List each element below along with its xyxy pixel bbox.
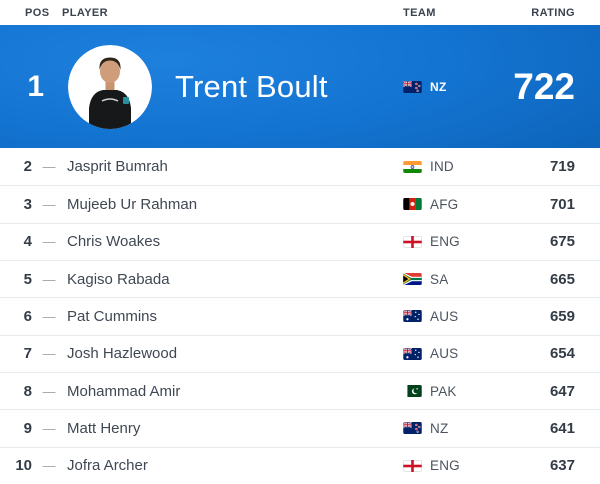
player-avatar bbox=[68, 44, 152, 129]
team-cell: NZ bbox=[403, 421, 503, 436]
flag-sa-icon bbox=[403, 273, 422, 286]
trend-dash-icon: — bbox=[42, 234, 56, 250]
player-name: Pat Cummins bbox=[67, 307, 158, 325]
header-team: TEAM bbox=[403, 6, 436, 19]
player-rating: 701 bbox=[549, 195, 575, 213]
team-cell: ENG bbox=[403, 458, 503, 473]
player-rating: 719 bbox=[549, 158, 575, 176]
flag-afg-icon bbox=[403, 198, 422, 211]
position-number: 8 bbox=[23, 382, 32, 400]
table-header: POS PLAYER TEAM RATING bbox=[0, 0, 600, 25]
header-pos: POS bbox=[25, 6, 50, 19]
flag-aus-icon bbox=[403, 347, 422, 360]
position-number: 7 bbox=[23, 345, 32, 363]
position-number: 3 bbox=[23, 195, 32, 213]
trend-dash-icon: — bbox=[42, 271, 56, 287]
team-code: PAK bbox=[430, 383, 457, 399]
header-rating: RATING bbox=[531, 6, 575, 19]
player-rating: 637 bbox=[549, 457, 575, 475]
team-code: AUS bbox=[430, 308, 459, 324]
player-rating: 665 bbox=[549, 270, 575, 288]
ranking-row[interactable]: 3 — Mujeeb Ur Rahman AFG 701 bbox=[0, 185, 600, 223]
trend-dash-icon: — bbox=[42, 308, 56, 324]
player-name: Kagiso Rabada bbox=[67, 270, 170, 288]
ranking-row[interactable]: 2 — Jasprit Bumrah IND 719 bbox=[0, 148, 600, 186]
team-cell: AUS bbox=[403, 346, 503, 361]
position-number: 2 bbox=[23, 158, 32, 176]
flag-eng-icon bbox=[403, 235, 422, 248]
ranking-row[interactable]: 4 — Chris Woakes ENG 675 bbox=[0, 222, 600, 260]
team-code: SA bbox=[430, 271, 449, 287]
header-player: PLAYER bbox=[62, 6, 109, 19]
ranking-row[interactable]: 10 — Jofra Archer ENG 637 bbox=[0, 446, 600, 484]
featured-player-row[interactable]: 1 Trent Boult NZ 722 bbox=[0, 25, 600, 148]
team-code: IND bbox=[430, 159, 454, 175]
team-code: ENG bbox=[430, 458, 460, 474]
ranking-row[interactable]: 9 — Matt Henry NZ 641 bbox=[0, 409, 600, 447]
player-name: Jasprit Bumrah bbox=[67, 158, 168, 176]
player-name: Matt Henry bbox=[67, 419, 141, 437]
player-rating: 675 bbox=[549, 233, 575, 251]
team-cell: AUS bbox=[403, 309, 503, 324]
trend-dash-icon: — bbox=[42, 196, 56, 212]
flag-aus-icon bbox=[403, 310, 422, 323]
trend-dash-icon: — bbox=[42, 159, 56, 175]
trend-dash-icon: — bbox=[42, 458, 56, 474]
player-name: Mujeeb Ur Rahman bbox=[67, 195, 198, 213]
player-rating: 647 bbox=[549, 382, 575, 400]
position-number: 1 bbox=[27, 69, 44, 103]
team-cell: IND bbox=[403, 159, 503, 174]
player-rating: 654 bbox=[549, 345, 575, 363]
position-number: 10 bbox=[15, 457, 32, 475]
ranking-row[interactable]: 7 — Josh Hazlewood AUS 654 bbox=[0, 334, 600, 372]
ranking-row[interactable]: 8 — Mohammad Amir PAK 647 bbox=[0, 371, 600, 410]
team-cell: AFG bbox=[403, 197, 503, 212]
player-name: Chris Woakes bbox=[67, 233, 161, 251]
position-number: 9 bbox=[23, 419, 32, 437]
flag-pak-icon bbox=[403, 385, 422, 398]
player-name: Trent Boult bbox=[175, 68, 328, 104]
flag-nz-icon bbox=[403, 80, 422, 93]
trend-dash-icon: — bbox=[42, 420, 56, 436]
team-cell: SA bbox=[403, 272, 503, 287]
player-rating: 641 bbox=[549, 419, 575, 437]
team-cell: ENG bbox=[403, 234, 503, 249]
team-cell: PAK bbox=[403, 384, 503, 399]
team-code: ENG bbox=[430, 234, 460, 250]
flag-eng-icon bbox=[403, 459, 422, 472]
ranking-row[interactable]: 6 — Pat Cummins AUS 659 bbox=[0, 297, 600, 335]
ranking-rows: 2 — Jasprit Bumrah IND 719 3 — Mujeeb Ur… bbox=[0, 148, 600, 484]
flag-ind-icon bbox=[403, 160, 422, 173]
position-number: 4 bbox=[23, 233, 32, 251]
flag-nz-icon bbox=[403, 422, 422, 435]
team-code: AFG bbox=[430, 196, 459, 212]
player-name: Josh Hazlewood bbox=[67, 345, 178, 363]
player-name: Mohammad Amir bbox=[67, 382, 181, 400]
player-rating: 722 bbox=[513, 65, 575, 107]
player-name: Jofra Archer bbox=[67, 457, 148, 475]
team-code: AUS bbox=[430, 346, 459, 362]
ranking-row[interactable]: 5 — Kagiso Rabada SA 665 bbox=[0, 259, 600, 298]
team-code: NZ bbox=[430, 420, 449, 436]
player-rating: 659 bbox=[549, 307, 575, 325]
team-code: NZ bbox=[430, 79, 447, 94]
trend-dash-icon: — bbox=[42, 383, 56, 399]
team-cell: NZ bbox=[403, 80, 503, 94]
trend-dash-icon: — bbox=[42, 346, 56, 362]
position-number: 6 bbox=[23, 307, 32, 325]
position-number: 5 bbox=[23, 270, 32, 288]
